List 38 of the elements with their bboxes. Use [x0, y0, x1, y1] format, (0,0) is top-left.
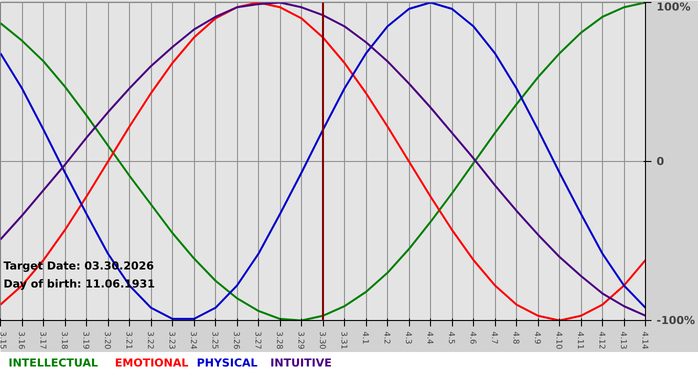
x-tick-label: 4.14	[640, 332, 650, 350]
x-tick-label: 3.19	[82, 332, 90, 350]
x-tick-label: 4.10	[554, 332, 564, 350]
x-tick-label: 4.12	[598, 332, 606, 350]
x-tick-label: 4.3	[404, 332, 413, 344]
y-tick-label: 100%	[656, 0, 690, 14]
x-tick-label: 4.9	[533, 332, 542, 344]
x-tick-label: 3.24	[189, 332, 198, 350]
x-tick-label: 4.13	[619, 332, 628, 350]
x-tick-label: 3.15	[0, 332, 8, 350]
x-tick-label: 3.27	[254, 332, 262, 350]
x-tick-label: 3.17	[38, 332, 48, 350]
x-tick-label: 4.4	[426, 332, 434, 344]
x-tick-label: 4.11	[576, 332, 585, 350]
text: INTUITIVE	[270, 356, 332, 370]
y-tick-label: -100%	[656, 314, 696, 327]
x-tick-label: 4.6	[468, 332, 478, 344]
text: PHYSICAL	[196, 356, 258, 370]
text: INTELLECTUAL	[8, 356, 98, 370]
x-tick-label: 3.16	[17, 332, 26, 350]
x-tick-label: 3.20	[103, 332, 112, 350]
x-tick-label: 3.28	[275, 332, 284, 350]
x-tick-label: 4.8	[512, 332, 520, 344]
x-tick-label: 3.22	[146, 332, 155, 350]
x-tick-label: 3.21	[124, 332, 134, 350]
x-tick-label: 3.29	[296, 332, 306, 350]
x-tick-label: 3.30	[318, 332, 327, 350]
x-tick-label: 3.18	[60, 332, 69, 350]
text: EMOTIONAL	[114, 356, 188, 370]
x-tick-label: 4.5	[447, 332, 456, 344]
x-tick-label: 4.1	[361, 332, 370, 344]
x-tick-label: 4.7	[490, 332, 499, 344]
x-tick-label: 3.26	[232, 332, 241, 350]
x-tick-label: 3.31	[340, 332, 348, 350]
x-tick-label: 4.2	[382, 332, 392, 344]
x-tick-label: 3.23	[168, 332, 176, 350]
y-tick-label: 0	[656, 155, 664, 168]
x-tick-label: 3.25	[210, 332, 220, 350]
